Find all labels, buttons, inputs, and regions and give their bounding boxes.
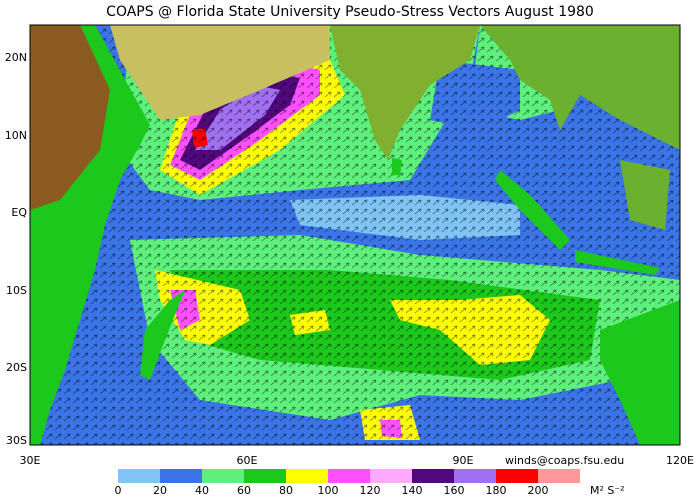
colorbar-label: 120 bbox=[360, 484, 381, 497]
colorbar-swatch bbox=[202, 469, 244, 483]
lon-label: 60E bbox=[237, 454, 258, 467]
lat-label: EQ bbox=[11, 206, 27, 219]
arabia bbox=[110, 25, 330, 120]
colorbar-swatch bbox=[496, 469, 538, 483]
colorbar-unit: M² S⁻² bbox=[590, 484, 625, 497]
colorbar-swatch bbox=[118, 469, 160, 483]
lat-label: 30S bbox=[6, 434, 27, 447]
lon-label: 90E bbox=[453, 454, 474, 467]
colorbar-swatch bbox=[538, 469, 580, 483]
colorbar-swatch bbox=[244, 469, 286, 483]
madagascar bbox=[140, 290, 185, 380]
colorbar-swatch bbox=[370, 469, 412, 483]
colorbar-label: 40 bbox=[195, 484, 209, 497]
lat-label: 20S bbox=[6, 361, 27, 374]
lat-label: 10S bbox=[6, 284, 27, 297]
colorbar-swatch bbox=[160, 469, 202, 483]
india bbox=[330, 25, 480, 160]
colorbar-label: 20 bbox=[153, 484, 167, 497]
colorbar-label: 140 bbox=[402, 484, 423, 497]
colorbar-label: 0 bbox=[115, 484, 122, 497]
lat-label: 10N bbox=[5, 129, 27, 142]
sumatra bbox=[495, 170, 570, 250]
title: COAPS @ Florida State University Pseudo-… bbox=[106, 4, 594, 20]
credit: winds@coaps.fsu.edu bbox=[505, 454, 624, 467]
sri-lanka bbox=[392, 158, 402, 176]
map-frame bbox=[29, 24, 681, 446]
colorbar-swatch bbox=[454, 469, 496, 483]
lon-label: 120E bbox=[666, 454, 694, 467]
map bbox=[30, 25, 680, 445]
australia bbox=[600, 300, 680, 445]
colorbar-label: 160 bbox=[444, 484, 465, 497]
colorbar-swatch bbox=[412, 469, 454, 483]
colorbar-swatch bbox=[286, 469, 328, 483]
lat-label: 20N bbox=[5, 51, 27, 64]
colorbar-label: 180 bbox=[486, 484, 507, 497]
se-asia bbox=[480, 25, 680, 150]
colorbar-label: 200 bbox=[528, 484, 549, 497]
java bbox=[575, 250, 660, 275]
highland bbox=[30, 25, 110, 210]
colorbar-label: 60 bbox=[237, 484, 251, 497]
lon-label: 30E bbox=[20, 454, 41, 467]
colorbar-label: 80 bbox=[279, 484, 293, 497]
colorbar-swatch bbox=[328, 469, 370, 483]
colorbar-label: 100 bbox=[318, 484, 339, 497]
borneo bbox=[620, 160, 670, 230]
